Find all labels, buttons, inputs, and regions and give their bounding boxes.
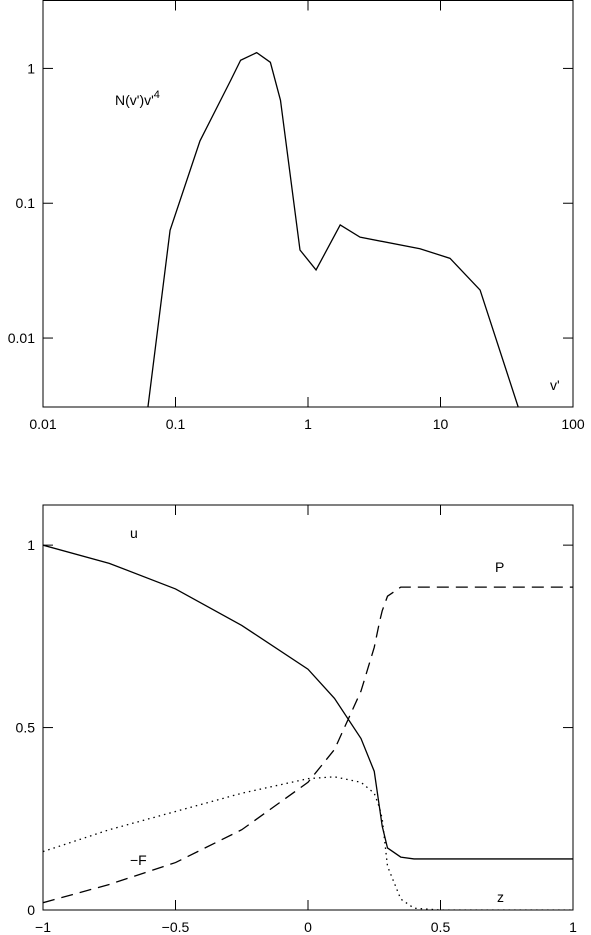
x-tick-label: 0.01 bbox=[29, 416, 56, 432]
x-tick-label: −1 bbox=[35, 919, 51, 935]
y-tick-label: 1 bbox=[27, 537, 35, 553]
annotation-text: N(v')v' bbox=[115, 92, 154, 108]
annotation: z bbox=[497, 889, 504, 905]
series-label: u bbox=[130, 525, 138, 541]
line bbox=[43, 776, 573, 910]
line bbox=[43, 544, 573, 860]
x-tick-label: 1 bbox=[304, 416, 312, 432]
y-tick-label: 0 bbox=[27, 902, 35, 918]
y-tick-label: 0.1 bbox=[16, 195, 36, 211]
x-tick-label: 100 bbox=[561, 416, 585, 432]
x-tick-label: 10 bbox=[433, 416, 449, 432]
series-label: −F bbox=[130, 852, 147, 868]
line bbox=[147, 51, 519, 407]
line bbox=[43, 586, 573, 904]
y-tick-label: 0.5 bbox=[16, 720, 36, 736]
y-tick-label: 1 bbox=[27, 60, 35, 76]
plot-frame bbox=[42, 0, 574, 408]
x-axis-label: v' bbox=[550, 377, 560, 393]
series-label: P bbox=[495, 559, 504, 575]
x-tick-label: 0.5 bbox=[431, 919, 451, 935]
x-tick-label: 0 bbox=[304, 919, 312, 935]
annotation-superscript: 4 bbox=[154, 89, 160, 101]
x-tick-label: 1 bbox=[569, 919, 577, 935]
annotation: N(v')v'4 bbox=[115, 89, 160, 108]
y-tick-label: 0.01 bbox=[8, 330, 35, 346]
x-tick-label: 0.1 bbox=[166, 416, 186, 432]
plot-frame bbox=[42, 504, 574, 911]
x-tick-label: −0.5 bbox=[162, 919, 190, 935]
